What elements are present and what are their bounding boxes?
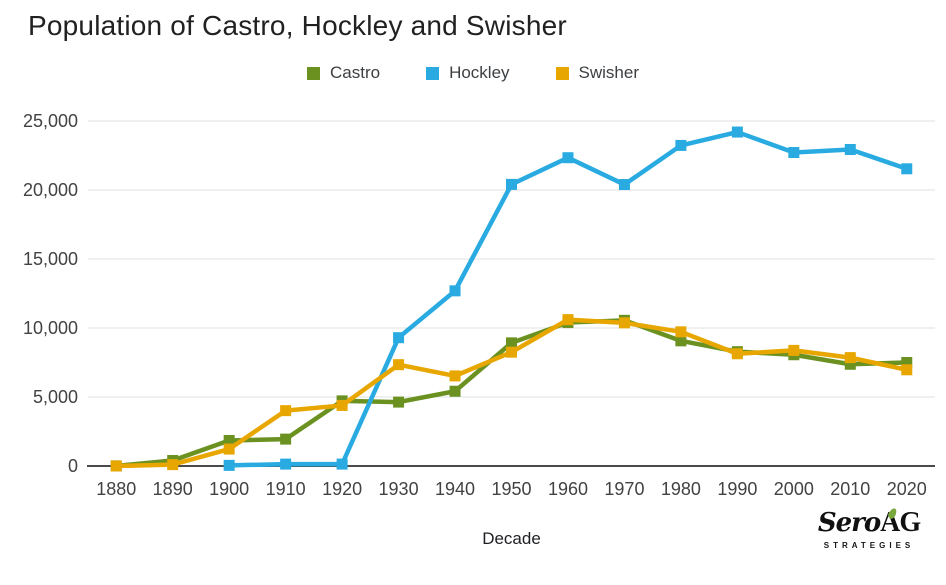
series-marker-hockley: [393, 332, 405, 344]
series-marker-castro: [393, 396, 405, 408]
series-marker-swisher: [449, 370, 461, 382]
series-marker-hockley: [223, 459, 235, 471]
x-axis-title: Decade: [482, 529, 541, 548]
series-marker-castro: [675, 335, 687, 347]
logo-caps-text: AG: [880, 507, 921, 538]
legend-item-castro: Castro: [306, 63, 381, 83]
x-tick-label: 1890: [153, 479, 193, 499]
series-marker-swisher: [223, 443, 235, 455]
x-tick-label: 1920: [322, 479, 362, 499]
chart-legend: Castro Hockley Swisher: [0, 63, 946, 83]
x-tick-label: 1980: [661, 479, 701, 499]
series-marker-swisher: [393, 359, 405, 371]
y-tick-label: 20,000: [23, 180, 78, 200]
x-tick-label: 1960: [548, 479, 588, 499]
series-marker-castro: [449, 385, 461, 397]
series-marker-swisher: [844, 352, 856, 364]
series-marker-castro: [223, 434, 235, 446]
x-tick-label: 1880: [96, 479, 136, 499]
x-tick-label: 1990: [717, 479, 757, 499]
legend-swatch-hockley: [426, 66, 440, 80]
legend-swatch-swisher: [555, 66, 569, 80]
legend-label-hockley: Hockley: [449, 63, 510, 82]
series-marker-hockley: [562, 152, 574, 164]
series-marker-hockley: [788, 147, 800, 159]
series-marker-castro: [506, 337, 517, 349]
y-tick-label: 5,000: [33, 387, 78, 407]
x-tick-label: 2000: [774, 479, 814, 499]
x-tick-label: 1900: [209, 479, 249, 499]
x-tick-label: 1910: [266, 479, 306, 499]
legend-item-hockley: Hockley: [426, 63, 510, 83]
series-marker-hockley: [336, 458, 348, 470]
x-tick-label: 1940: [435, 479, 475, 499]
series-marker-swisher: [562, 314, 574, 326]
series-marker-hockley: [901, 163, 913, 175]
logo-tagline: STRATEGIES: [823, 541, 915, 550]
brand-logo: SeroAG STRATEGIES: [806, 506, 932, 550]
series-marker-hockley: [506, 178, 517, 190]
series-marker-hockley: [675, 139, 687, 151]
series-marker-hockley: [449, 285, 461, 297]
series-marker-castro: [844, 358, 856, 370]
y-tick-label: 0: [68, 456, 78, 476]
series-line-hockley: [226, 129, 910, 468]
series-marker-swisher: [506, 346, 517, 358]
series-marker-swisher: [110, 460, 122, 472]
series-marker-swisher: [280, 405, 292, 417]
series-marker-hockley: [844, 143, 856, 155]
series-marker-swisher: [618, 317, 630, 329]
x-tick-label: 1950: [491, 479, 531, 499]
chart-title: Population of Castro, Hockley and Swishe…: [28, 10, 567, 41]
series-marker-castro: [901, 357, 913, 368]
y-tick-label: 25,000: [23, 111, 78, 131]
x-tick-label: 1970: [604, 479, 644, 499]
legend-label-swisher: Swisher: [578, 63, 639, 82]
legend-item-swisher: Swisher: [555, 63, 639, 83]
series-marker-swisher: [675, 326, 687, 338]
legend-label-castro: Castro: [329, 63, 381, 82]
logo-script-text: Sero: [817, 508, 881, 538]
x-tick-label: 2020: [887, 479, 927, 499]
series-marker-swisher: [336, 399, 348, 411]
brand-logo-wordmark: SeroAG: [806, 506, 932, 544]
y-tick-label: 15,000: [23, 249, 78, 269]
y-tick-label: 10,000: [23, 318, 78, 338]
x-tick-label: 2010: [830, 479, 870, 499]
legend-swatch-castro: [306, 66, 320, 80]
series-marker-swisher: [901, 364, 913, 376]
x-tick-label: 1930: [379, 479, 419, 499]
series-marker-swisher: [167, 459, 179, 471]
series-marker-castro: [280, 433, 292, 445]
series-marker-swisher: [788, 344, 800, 356]
series-marker-hockley: [731, 126, 743, 138]
series-marker-hockley: [280, 458, 292, 470]
series-marker-hockley: [618, 179, 630, 191]
series-marker-swisher: [731, 348, 743, 360]
